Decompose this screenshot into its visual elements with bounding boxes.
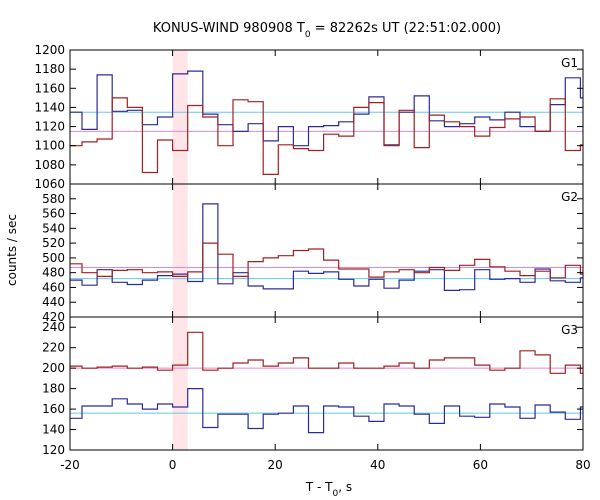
x-tick-label: -20 xyxy=(60,458,80,472)
y-tick-label: 1120 xyxy=(34,120,65,134)
y-tick-label: 140 xyxy=(42,423,65,437)
y-tick-label: 1200 xyxy=(34,43,65,57)
y-tick-label: 480 xyxy=(42,266,65,280)
y-tick-label: 120 xyxy=(42,443,65,457)
y-tick-label: 440 xyxy=(42,295,65,309)
y-tick-label: 240 xyxy=(42,320,65,334)
panel-label: G2 xyxy=(561,190,578,204)
highlight-band xyxy=(172,317,188,450)
y-tick-label: 160 xyxy=(42,402,65,416)
series-ch1-g3 xyxy=(70,388,583,434)
panel-g1: 1060 1080 1100 1120 1140 1160 1180 1200 G1 xyxy=(34,43,584,191)
y-tick-label: 1160 xyxy=(34,81,65,95)
x-tick-label: 80 xyxy=(575,458,590,472)
y-tick-label: 560 xyxy=(42,207,65,221)
y-tick-label: 460 xyxy=(42,280,65,294)
plot-area: 10601080110011201140116011801200G1420440… xyxy=(34,43,590,472)
panel-label: G3 xyxy=(561,323,578,337)
y-tick-label: 540 xyxy=(42,221,65,235)
y-tick-label: 200 xyxy=(42,361,65,375)
highlight-band xyxy=(172,184,188,317)
y-tick-label: 500 xyxy=(42,251,65,265)
x-axis-label: T - T0, s xyxy=(305,480,352,499)
y-tick-label: 1140 xyxy=(34,100,65,114)
y-tick-label: 420 xyxy=(42,310,65,324)
y-tick-label: 1180 xyxy=(34,62,65,76)
series-ch2-g2 xyxy=(70,242,583,279)
series-ch2-g1 xyxy=(70,97,583,175)
y-tick-label: 580 xyxy=(42,192,65,206)
y-tick-label: 180 xyxy=(42,382,65,396)
x-tick-label: 60 xyxy=(473,458,488,472)
x-tick-label: 20 xyxy=(268,458,283,472)
y-tick-label: 1100 xyxy=(34,139,65,153)
panel-label: G1 xyxy=(561,56,578,70)
y-axis-label: counts / sec xyxy=(5,214,19,286)
y-tick-label: 1060 xyxy=(34,177,65,191)
y-tick-label: 220 xyxy=(42,341,65,355)
highlight-band xyxy=(172,50,188,184)
y-tick-label: 520 xyxy=(42,236,65,250)
panel-frame xyxy=(69,183,584,318)
series-ch1-g2 xyxy=(70,203,583,291)
panel-g3: 120 140 160 180 200 220 240 G3 xyxy=(42,316,584,457)
chart-title: KONUS-WIND 980908 T0 = 82262s UT (22:51:… xyxy=(153,21,501,40)
y-tick-label: 1080 xyxy=(34,158,65,172)
panel-frame xyxy=(69,316,584,451)
x-tick-label: 40 xyxy=(370,458,385,472)
panel-frame xyxy=(69,49,584,185)
series-ch2-g3 xyxy=(70,331,583,374)
x-tick-label: 0 xyxy=(169,458,177,472)
